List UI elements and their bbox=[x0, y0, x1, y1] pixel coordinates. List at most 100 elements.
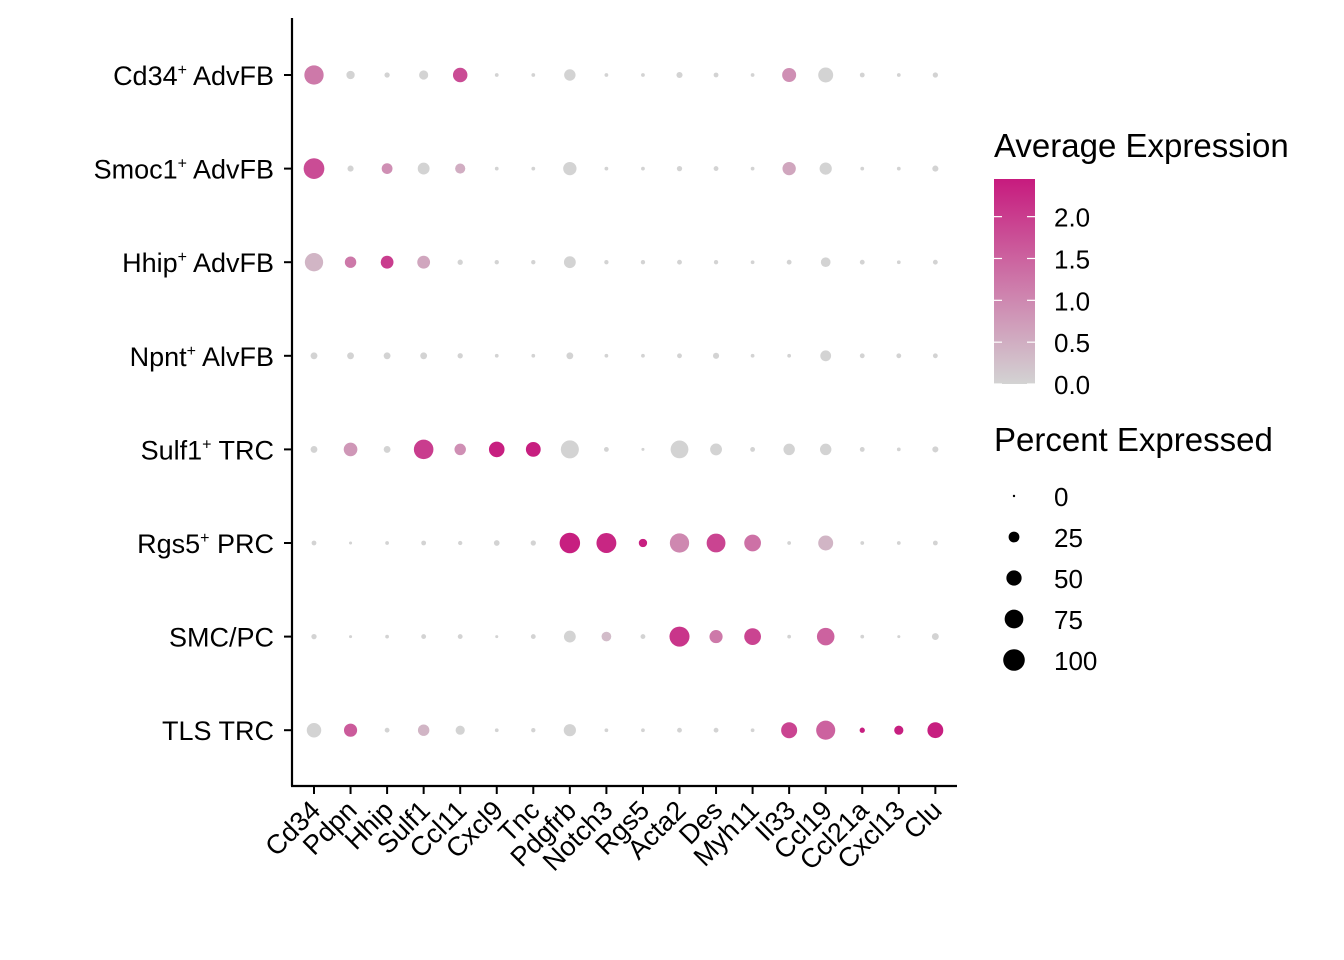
dot-ccl11-row4 bbox=[454, 443, 466, 456]
dot-notch3-row6 bbox=[601, 631, 612, 642]
dot-cxcl9-row6 bbox=[495, 635, 499, 639]
size-key-dot bbox=[1008, 531, 1020, 543]
dot-acta2-row2 bbox=[677, 259, 682, 265]
dot-rgs5-row1 bbox=[641, 166, 645, 171]
dot-pdpn-row4 bbox=[343, 442, 358, 457]
y-tick-label: Hhip+ AdvFB bbox=[122, 248, 274, 278]
dot-acta2-row1 bbox=[676, 165, 683, 172]
dot-tnc-row0 bbox=[531, 73, 536, 77]
dot-il33-row1 bbox=[782, 161, 796, 176]
size-key-dot bbox=[1006, 570, 1022, 586]
y-tick-label: TLS TRC bbox=[162, 716, 274, 746]
color-bar bbox=[994, 179, 1035, 384]
dot-il33-row3 bbox=[787, 353, 792, 358]
dot-cxcl13-row1 bbox=[896, 166, 901, 171]
y-tick-label: Cd34+ AdvFB bbox=[113, 61, 274, 91]
dot-pdpn-row7 bbox=[343, 723, 358, 737]
dots bbox=[303, 65, 944, 740]
x-ticks: Cd34PdpnHhipSulf1Ccl11Cxcl9TncPdgfrbNotc… bbox=[259, 786, 948, 877]
axes bbox=[290, 18, 957, 788]
dot-cxcl9-row1 bbox=[494, 166, 499, 171]
dot-cxcl13-row0 bbox=[896, 73, 901, 77]
dot-hhip-row3 bbox=[383, 352, 391, 360]
dot-cxcl13-row7 bbox=[894, 725, 904, 735]
dot-pdgfrb-row3 bbox=[566, 352, 574, 360]
dot-cd34-row1 bbox=[303, 158, 325, 179]
size-key-dot bbox=[1012, 494, 1016, 498]
dot-tnc-row5 bbox=[530, 540, 536, 546]
dot-pdpn-row2 bbox=[344, 256, 357, 268]
size-key-label: 100 bbox=[1054, 646, 1097, 676]
dot-des-row0 bbox=[713, 72, 719, 78]
dot-pdpn-row3 bbox=[347, 352, 354, 360]
color-tick-label: 0.0 bbox=[1054, 370, 1090, 400]
dot-cxcl9-row4 bbox=[488, 441, 505, 458]
dot-notch3-row4 bbox=[603, 446, 609, 452]
dot-acta2-row3 bbox=[677, 353, 682, 359]
dot-pdpn-row0 bbox=[346, 70, 355, 80]
dot-des-row2 bbox=[713, 260, 719, 265]
dot-acta2-row6 bbox=[669, 626, 690, 647]
dot-myh11-row3 bbox=[750, 353, 755, 358]
dot-ccl11-row3 bbox=[457, 353, 463, 359]
dot-rgs5-row6 bbox=[640, 634, 646, 640]
dot-pdgfrb-row6 bbox=[563, 630, 576, 643]
dot-ccl19-row4 bbox=[819, 443, 832, 456]
size-legend-title: Percent Expressed bbox=[994, 421, 1273, 458]
dot-des-row1 bbox=[713, 166, 719, 172]
dot-cxcl13-row3 bbox=[896, 353, 902, 359]
dot-notch3-row1 bbox=[604, 166, 609, 171]
dot-des-row3 bbox=[712, 352, 720, 359]
dot-ccl19-row3 bbox=[820, 350, 832, 362]
dot-rgs5-row2 bbox=[640, 260, 646, 265]
dot-hhip-row1 bbox=[381, 163, 393, 175]
color-tick-label: 0.5 bbox=[1054, 328, 1090, 358]
dot-ccl11-row7 bbox=[455, 725, 465, 735]
x-tick-label-clu: Clu bbox=[898, 795, 948, 845]
size-key-dot bbox=[1004, 609, 1024, 629]
dot-ccl21a-row4 bbox=[859, 446, 865, 452]
dot-sulf1-row7 bbox=[417, 724, 430, 736]
dot-pdgfrb-row0 bbox=[564, 69, 576, 81]
dot-pdgfrb-row5 bbox=[559, 532, 581, 554]
dot-clu-row3 bbox=[932, 353, 938, 359]
dot-sulf1-row1 bbox=[417, 162, 430, 175]
dot-myh11-row1 bbox=[750, 166, 755, 171]
dot-cd34-row7 bbox=[306, 722, 322, 738]
dot-myh11-row2 bbox=[750, 260, 755, 265]
dot-pdgfrb-row7 bbox=[563, 724, 576, 737]
color-legend-title: Average Expression bbox=[994, 127, 1289, 164]
dot-il33-row6 bbox=[787, 634, 792, 639]
dot-myh11-row6 bbox=[744, 628, 761, 645]
dot-notch3-row0 bbox=[604, 73, 609, 77]
dot-des-row6 bbox=[709, 630, 723, 644]
dot-ccl21a-row1 bbox=[860, 166, 865, 171]
dot-ccl19-row7 bbox=[816, 720, 836, 740]
dot-ccl11-row2 bbox=[457, 259, 463, 265]
dot-ccl19-row0 bbox=[818, 67, 834, 83]
dot-cd34-row5 bbox=[311, 540, 317, 546]
dot-acta2-row0 bbox=[676, 71, 683, 79]
dot-tnc-row1 bbox=[531, 166, 536, 171]
dot-acta2-row4 bbox=[670, 440, 689, 459]
y-tick-label: Rgs5+ PRC bbox=[137, 529, 274, 559]
dot-ccl11-row6 bbox=[457, 634, 463, 640]
size-legend: Percent Expressed 0 25 50 75 100 bbox=[994, 421, 1273, 676]
dot-sulf1-row4 bbox=[413, 439, 434, 460]
dot-des-row5 bbox=[706, 533, 726, 553]
dot-cxcl13-row2 bbox=[896, 260, 901, 265]
dot-clu-row2 bbox=[932, 259, 938, 265]
dot-cxcl9-row0 bbox=[494, 73, 499, 77]
dot-cxcl9-row7 bbox=[494, 728, 499, 733]
dot-pdpn-row6 bbox=[349, 635, 353, 639]
dot-tnc-row2 bbox=[531, 260, 536, 265]
dot-hhip-row6 bbox=[385, 634, 389, 639]
dot-sulf1-row5 bbox=[421, 540, 427, 546]
dot-ccl11-row5 bbox=[458, 540, 463, 546]
dot-pdgfrb-row2 bbox=[563, 256, 576, 269]
color-legend: Average Expression 0.0 0.5 1.0 1.5 2.0 bbox=[994, 127, 1289, 400]
dot-cd34-row6 bbox=[311, 633, 317, 640]
dot-hhip-row4 bbox=[383, 445, 391, 453]
dot-rgs5-row0 bbox=[641, 73, 645, 77]
